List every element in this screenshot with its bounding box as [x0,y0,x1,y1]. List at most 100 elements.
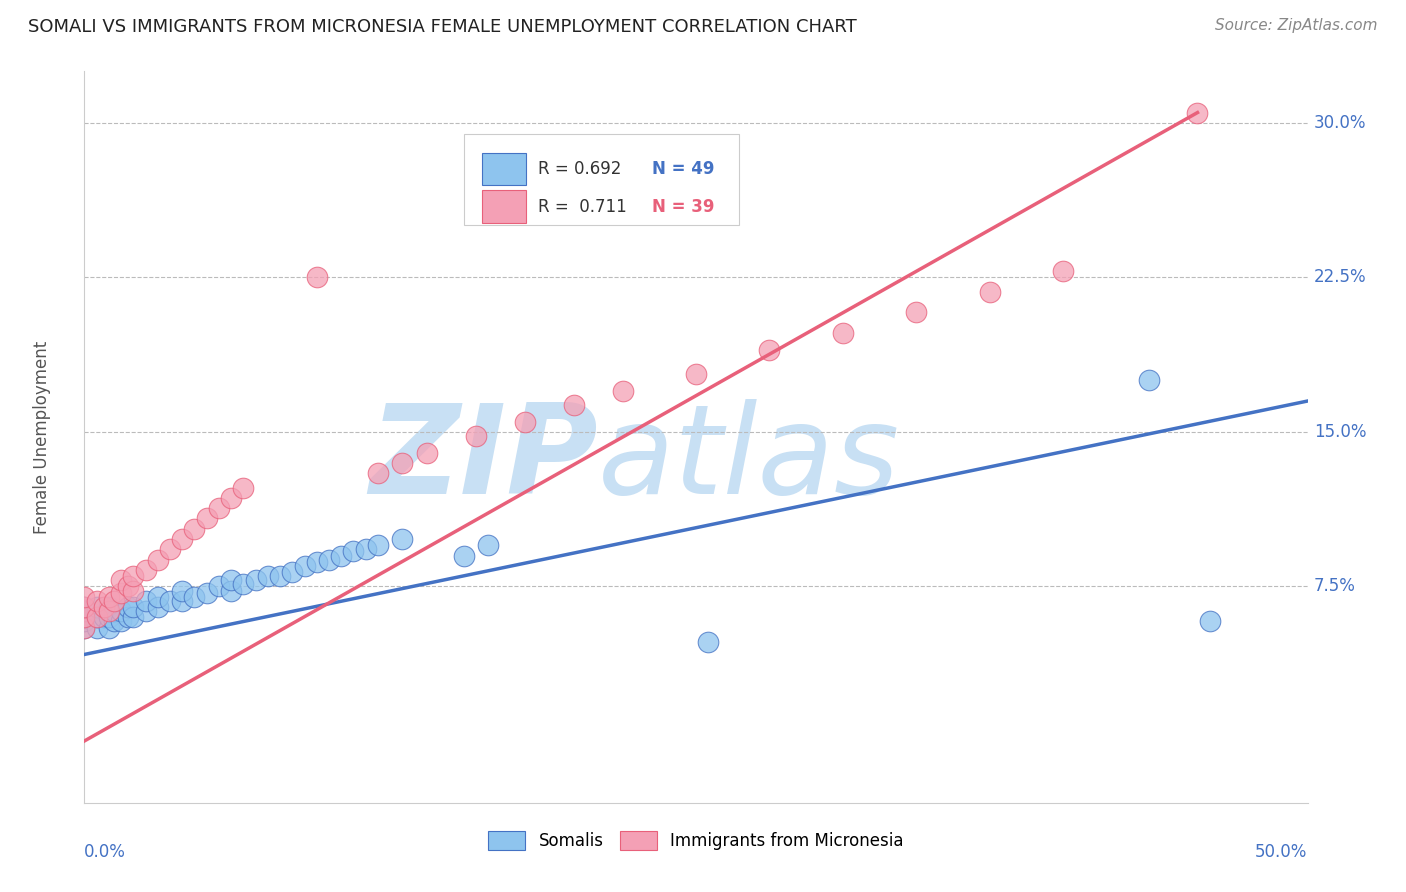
Point [979,285,1001,299]
Point [86,610,108,624]
Point [159,542,181,557]
Point [73,604,96,618]
Text: Source: ZipAtlas.com: Source: ZipAtlas.com [1215,18,1378,33]
Point [318,552,340,566]
Point [135,594,157,608]
Point [103,615,125,629]
Point [219,583,242,598]
Point [93,610,115,624]
Point [367,538,389,552]
Point [342,544,364,558]
Point [513,415,536,429]
Text: R =  0.711: R = 0.711 [538,198,627,216]
Point [122,600,145,615]
Point [97,600,120,615]
Point [146,552,169,566]
Point [685,368,707,382]
Point [86,621,108,635]
Point [86,594,108,608]
Text: 30.0%: 30.0% [1313,114,1367,132]
Point [117,600,139,615]
FancyBboxPatch shape [482,190,526,223]
Point [562,398,585,412]
Point [477,538,499,552]
Point [183,522,205,536]
Text: R = 0.692: R = 0.692 [538,160,621,178]
Point [135,563,157,577]
Point [146,600,169,615]
Point [294,558,316,573]
Point [219,491,242,505]
Text: N = 39: N = 39 [652,198,714,216]
Point [97,621,120,635]
Point [172,594,194,608]
Point [97,604,120,618]
Text: N = 49: N = 49 [652,160,714,178]
Point [103,604,125,618]
Point [354,542,377,557]
Point [73,610,96,624]
Point [73,621,96,635]
Point [219,574,242,588]
Point [281,565,304,579]
Point [208,579,231,593]
Point [122,610,145,624]
Point [1198,615,1220,629]
Point [269,569,291,583]
Point [195,511,218,525]
Point [758,343,780,357]
Point [208,501,231,516]
Point [73,600,96,615]
Point [122,583,145,598]
Point [97,610,120,624]
Point [122,569,145,583]
Point [183,590,205,604]
Point [86,610,108,624]
Point [257,569,280,583]
Point [110,615,132,629]
FancyBboxPatch shape [464,134,738,225]
Text: 7.5%: 7.5% [1313,577,1355,596]
Text: 0.0%: 0.0% [84,843,127,861]
Point [1187,105,1209,120]
Point [305,270,328,285]
Point [453,549,475,563]
Point [93,600,115,615]
Text: atlas: atlas [598,399,900,519]
Point [146,590,169,604]
Point [117,610,139,624]
Point [831,326,853,340]
Point [73,600,96,615]
Point [73,621,96,635]
Point [172,532,194,546]
FancyBboxPatch shape [482,153,526,185]
Point [172,583,194,598]
Point [135,604,157,618]
Text: 22.5%: 22.5% [1313,268,1367,286]
Point [86,600,108,615]
Point [110,604,132,618]
Point [697,635,720,649]
Legend: Somalis, Immigrants from Micronesia: Somalis, Immigrants from Micronesia [482,824,910,856]
Point [232,481,254,495]
Point [159,594,181,608]
Point [464,429,486,443]
Point [612,384,634,398]
Point [110,585,132,599]
Point [391,456,413,470]
Point [232,577,254,591]
Point [73,610,96,624]
Point [416,445,439,459]
Point [391,532,413,546]
Point [367,466,389,480]
Point [330,549,353,563]
Point [1137,373,1160,387]
Point [73,615,96,629]
Point [905,305,928,319]
Point [103,594,125,608]
Point [1052,264,1074,278]
Text: SOMALI VS IMMIGRANTS FROM MICRONESIA FEMALE UNEMPLOYMENT CORRELATION CHART: SOMALI VS IMMIGRANTS FROM MICRONESIA FEM… [28,18,856,36]
Point [117,579,139,593]
Text: Female Unemployment: Female Unemployment [32,341,51,533]
Point [195,585,218,599]
